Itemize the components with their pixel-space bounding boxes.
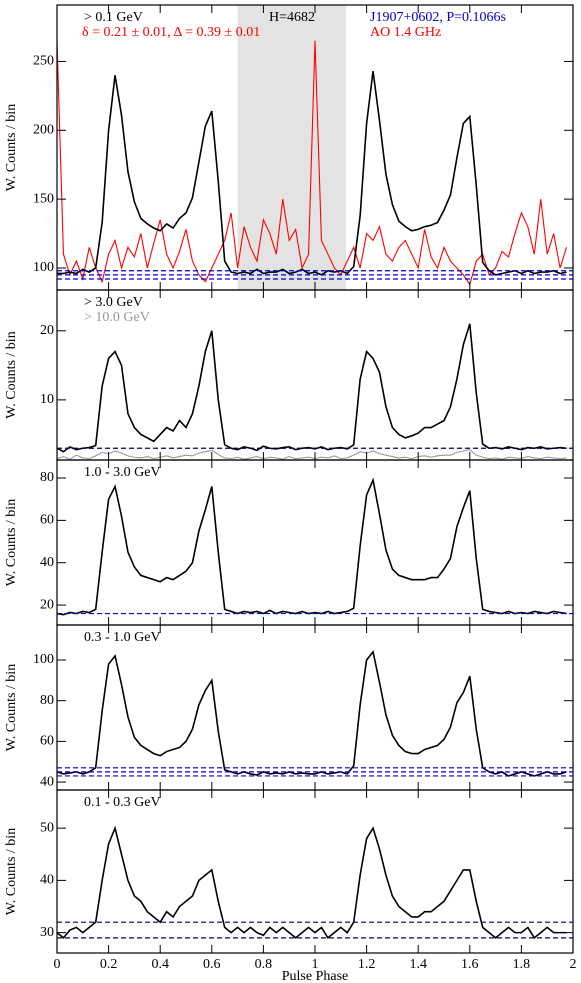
x-tick-label: 1 — [312, 957, 319, 972]
y-tick-label: 50 — [40, 820, 54, 835]
x-tick-label: 1.2 — [358, 957, 376, 972]
plot-area — [57, 5, 573, 290]
series-line — [57, 323, 567, 453]
y-axis-label: W. Counts / bin — [4, 331, 19, 418]
x-tick-label: 1.4 — [409, 957, 427, 972]
plot-area — [57, 323, 573, 460]
y-axis-label: W. Counts / bin — [4, 664, 19, 751]
x-tick-label: 1.6 — [461, 957, 479, 972]
x-tick-label: 0.8 — [255, 957, 273, 972]
series-line — [57, 70, 567, 276]
series-label: 0.1 - 0.3 GeV — [84, 795, 161, 810]
series-label: > 0.1 GeV — [84, 10, 143, 25]
x-tick-label: 0 — [54, 957, 61, 972]
panel-frame — [56, 789, 574, 954]
y-tick-label: 40 — [40, 774, 54, 789]
y-tick-label: 80 — [40, 693, 54, 708]
y-tick-label: 250 — [33, 54, 54, 69]
annotation: δ = 0.21 ± 0.01, Δ = 0.39 ± 0.01 — [82, 25, 260, 40]
series-label: 1.0 - 3.0 GeV — [84, 465, 161, 480]
series-label: > 3.0 GeV — [84, 295, 143, 310]
y-tick-label: 60 — [40, 734, 54, 749]
series-line — [57, 650, 567, 777]
y-tick-label: 10 — [40, 392, 54, 407]
y-tick-label: 40 — [40, 555, 54, 570]
y-tick-label: 150 — [33, 191, 54, 206]
y-tick-label: 30 — [40, 925, 54, 940]
annotation: J1907+0602, P=0.1066s — [370, 10, 506, 25]
x-tick-label: 2 — [570, 957, 577, 972]
shaded-region — [237, 5, 346, 290]
x-tick-label: 0.2 — [100, 957, 118, 972]
y-tick-label: 20 — [40, 323, 54, 338]
y-axis-label: W. Counts / bin — [4, 828, 19, 915]
y-tick-label: 80 — [40, 470, 54, 485]
y-tick-label: 60 — [40, 513, 54, 528]
series-line — [57, 477, 567, 616]
x-tick-label: 1.8 — [513, 957, 531, 972]
plot-area — [57, 650, 573, 777]
y-tick-label: 100 — [33, 260, 54, 275]
series-line — [57, 825, 567, 940]
y-tick-label: 200 — [33, 123, 54, 138]
y-tick-label: 20 — [40, 597, 54, 612]
series-label: > 10.0 GeV — [84, 310, 150, 325]
x-tick-label: 0.4 — [151, 957, 169, 972]
series-label: 0.3 - 1.0 GeV — [84, 630, 161, 645]
y-axis-label: W. Counts / bin — [4, 499, 19, 586]
series-label: AO 1.4 GHz — [370, 25, 441, 40]
series-line — [57, 449, 567, 460]
panel-frame — [56, 624, 574, 791]
plot-area — [57, 477, 573, 616]
y-tick-label: 100 — [33, 652, 54, 667]
panel-frame — [56, 459, 574, 626]
x-axis-label: Pulse Phase — [282, 969, 349, 983]
x-tick-label: 0.6 — [203, 957, 221, 972]
y-tick-label: 40 — [40, 873, 54, 888]
plot-area — [57, 825, 573, 940]
y-axis-label: W. Counts / bin — [4, 104, 19, 191]
annotation: H=4682 — [269, 10, 315, 25]
